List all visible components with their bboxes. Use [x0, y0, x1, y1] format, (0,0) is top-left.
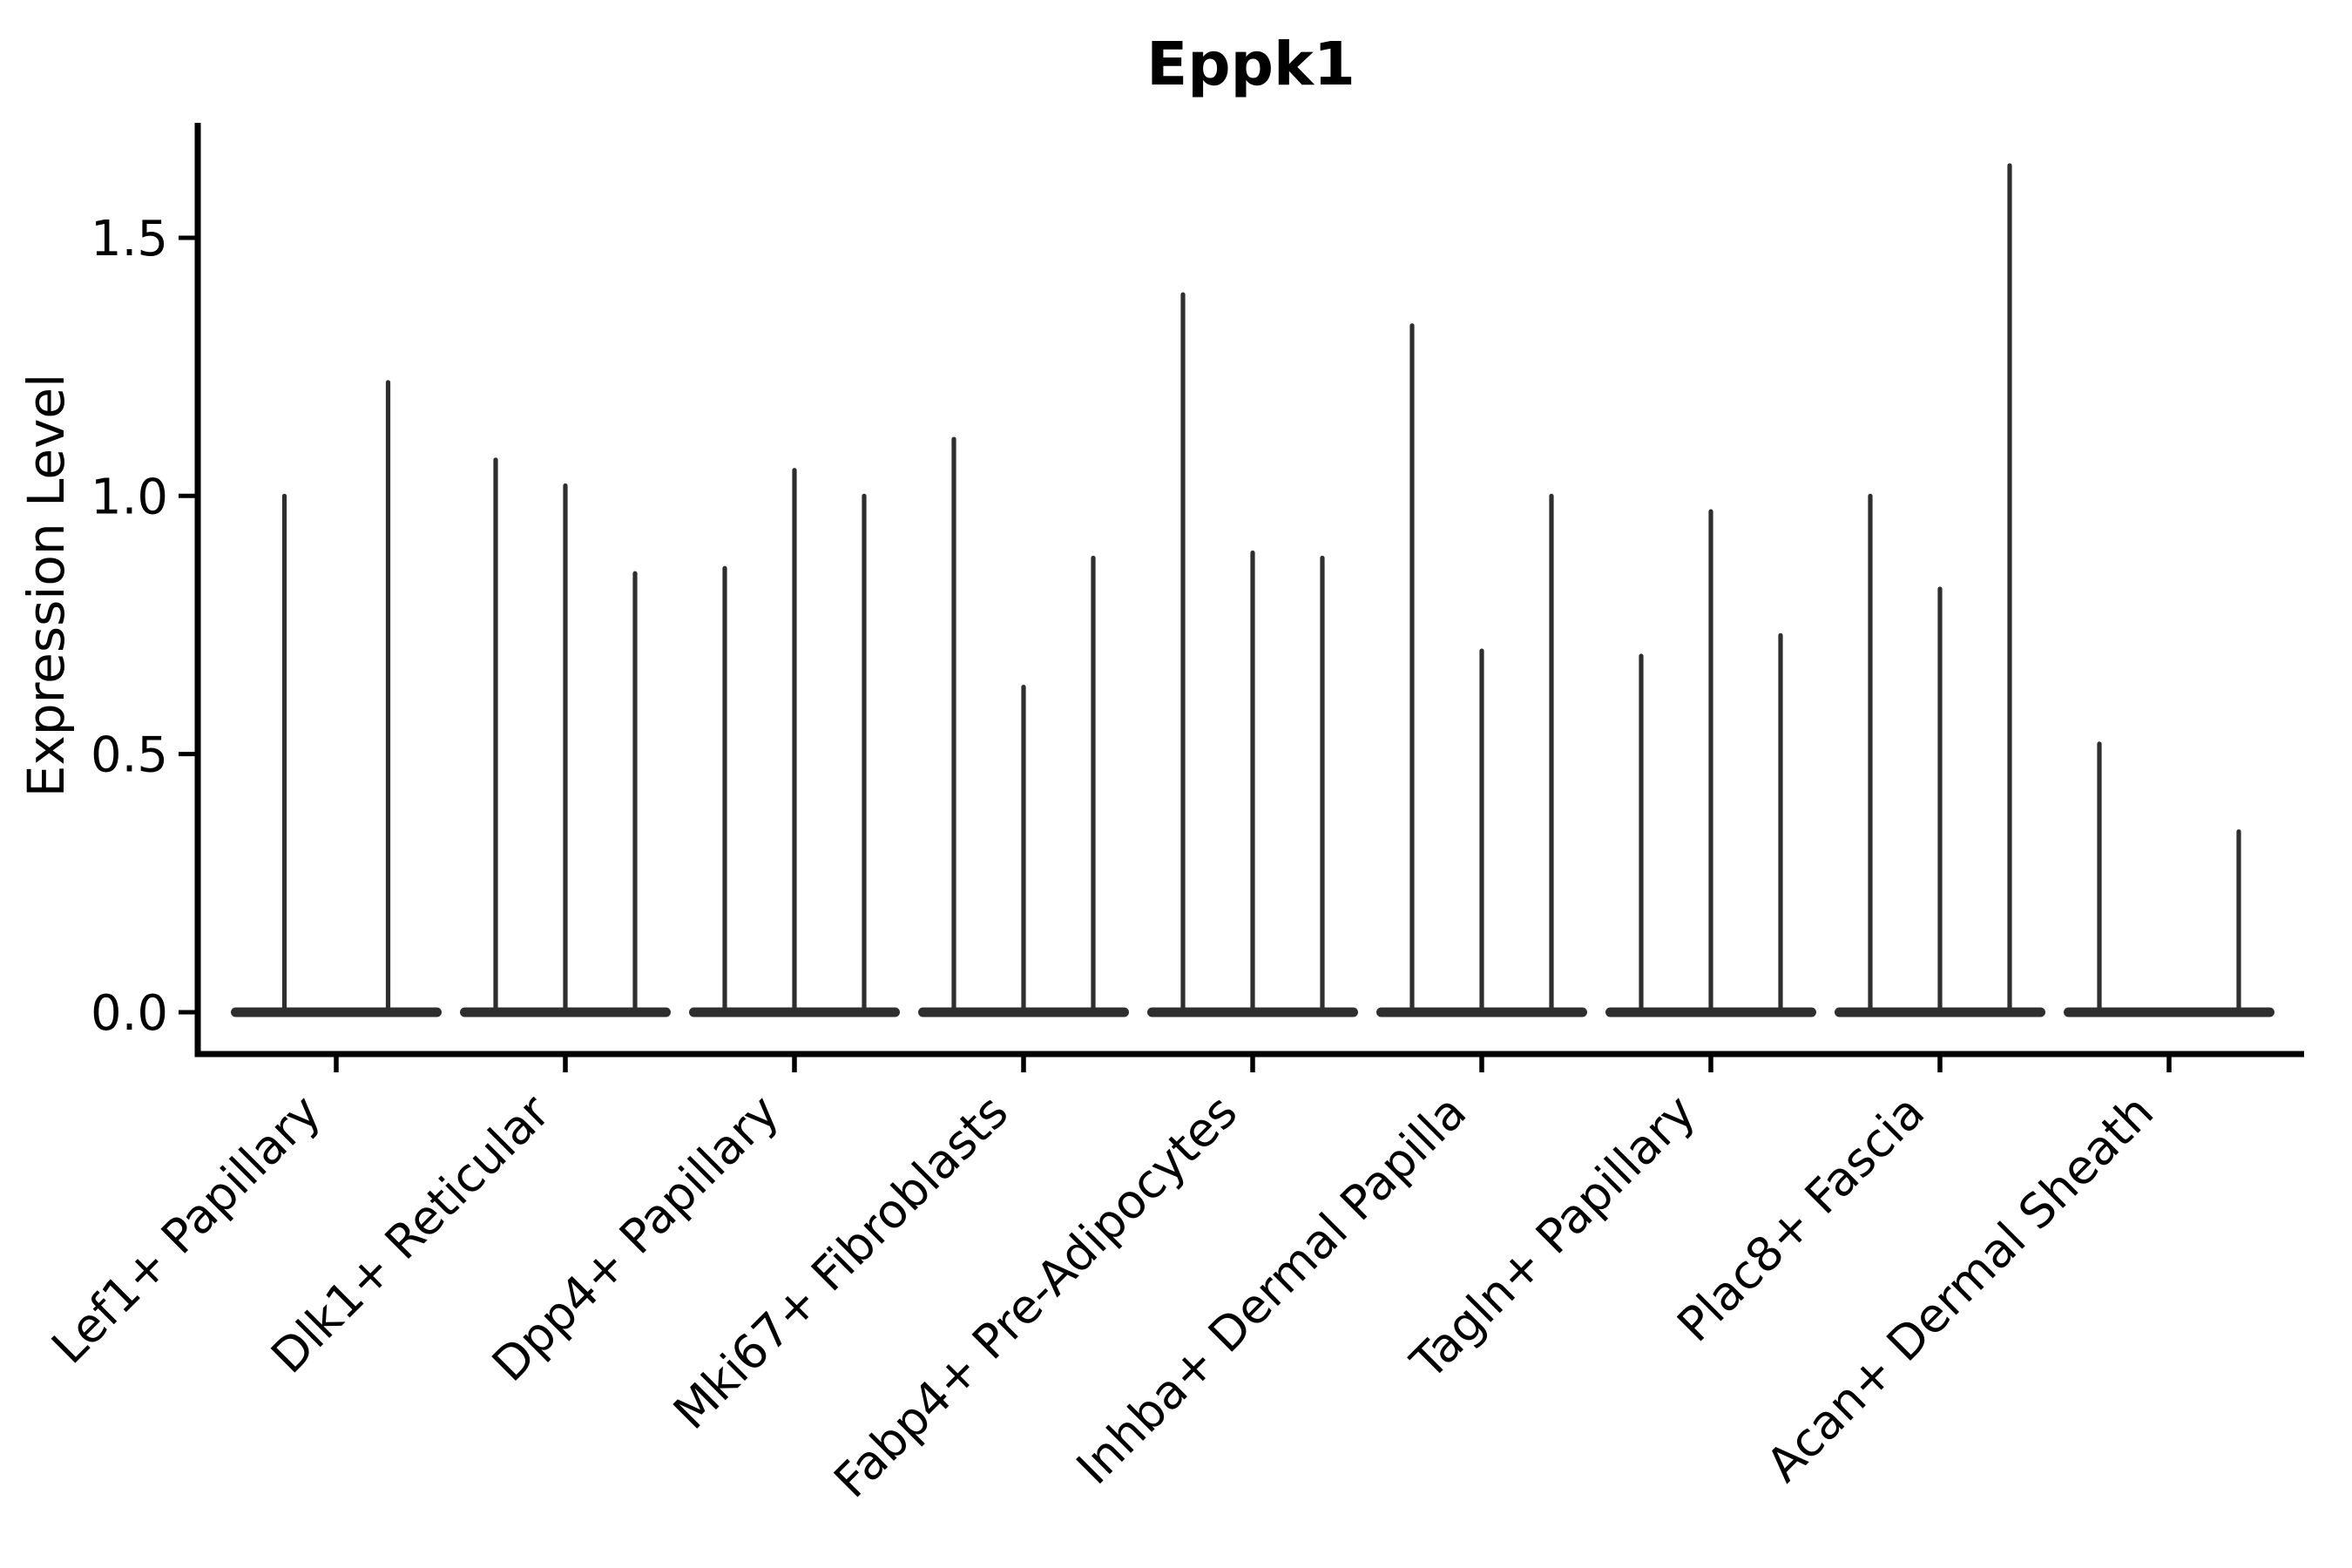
violin-group	[1147, 292, 1358, 1017]
x-tick-label: Inhba+ Dermal Papilla	[1066, 1085, 1477, 1495]
y-tick-label: 1.5	[91, 211, 168, 267]
violin-group	[2064, 741, 2274, 1017]
violin-group	[918, 436, 1129, 1017]
y-axis-ticks: 0.0 0.5 1.0 1.5	[91, 211, 198, 1042]
violin-group	[1376, 323, 1587, 1017]
violin-group	[1835, 163, 2045, 1017]
violin-group	[689, 468, 900, 1017]
violins-layer	[231, 163, 2274, 1017]
violin-group	[460, 457, 671, 1017]
x-tick-label: Plac8+ Fascia	[1666, 1085, 1935, 1353]
violin-body-baseline	[231, 1007, 442, 1017]
violin-group	[1605, 509, 1816, 1017]
y-tick-label: 0.0	[91, 985, 168, 1042]
y-axis-label: Expression Level	[17, 374, 76, 797]
violin-body-baseline	[2064, 1007, 2274, 1017]
chart-title: Eppk1	[1146, 30, 1355, 99]
x-tick-label: Fabp4+ Pre-Adipocytes	[823, 1085, 1247, 1509]
y-tick-label: 0.5	[91, 727, 168, 784]
y-tick-label: 1.0	[91, 469, 168, 525]
x-tick-label: Acan+ Dermal Sheath	[1756, 1085, 2164, 1492]
violin-group	[231, 380, 442, 1017]
